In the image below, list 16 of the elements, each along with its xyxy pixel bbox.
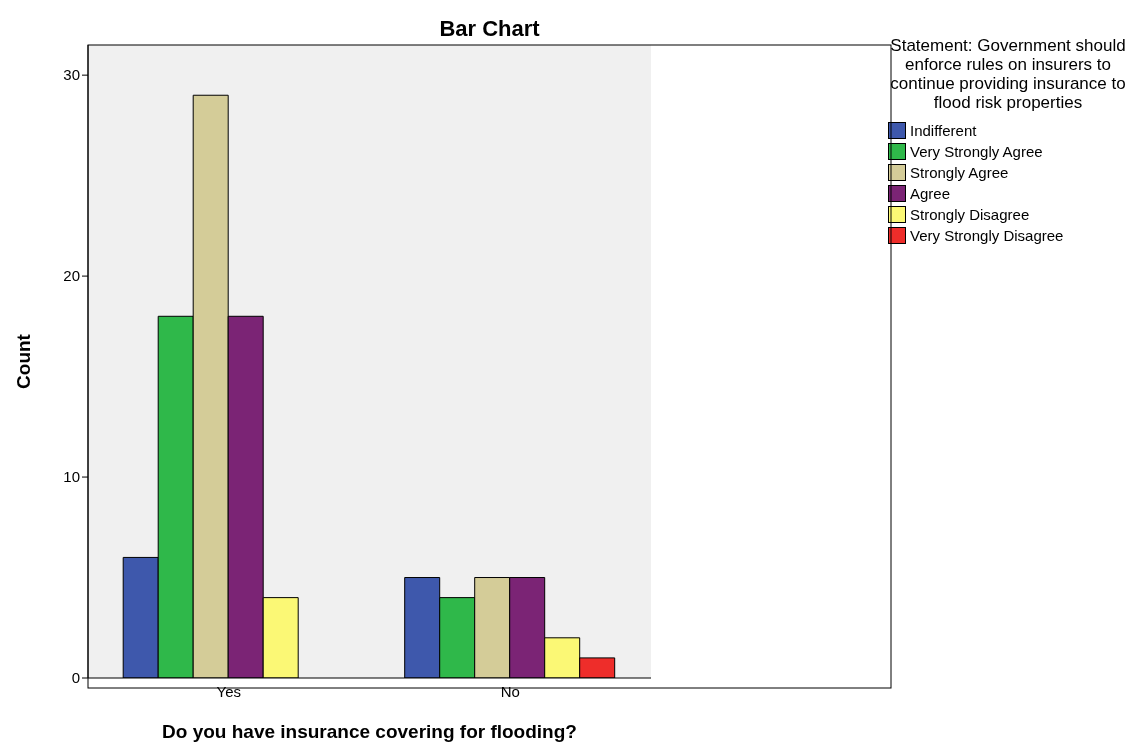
y-tick-label: 30 (63, 66, 80, 84)
legend-label: Indifferent (910, 122, 977, 139)
x-axis-title: Do you have insurance covering for flooding? (162, 721, 577, 742)
y-tick-label: 20 (63, 267, 80, 285)
y-tick-label: 10 (63, 468, 80, 486)
legend-label: Very Strongly Disagree (910, 227, 1064, 244)
legend-label: Agree (910, 185, 951, 202)
y-tick-label: 0 (71, 669, 80, 687)
chart-title: Bar Chart (438, 16, 541, 42)
legend-title: Statement: Government should enforce rules on insurers to continue providing insurance to flood risk properties (889, 36, 1127, 112)
x-tick-label: Yes (216, 682, 241, 700)
legend-label: Strongly Agree (910, 164, 1009, 181)
legend-label: Very Strongly Agree (910, 143, 1043, 160)
y-axis-title: Count (12, 333, 34, 389)
x-tick-label: No (500, 682, 520, 700)
legend-label: Strongly Disagree (910, 206, 1030, 223)
